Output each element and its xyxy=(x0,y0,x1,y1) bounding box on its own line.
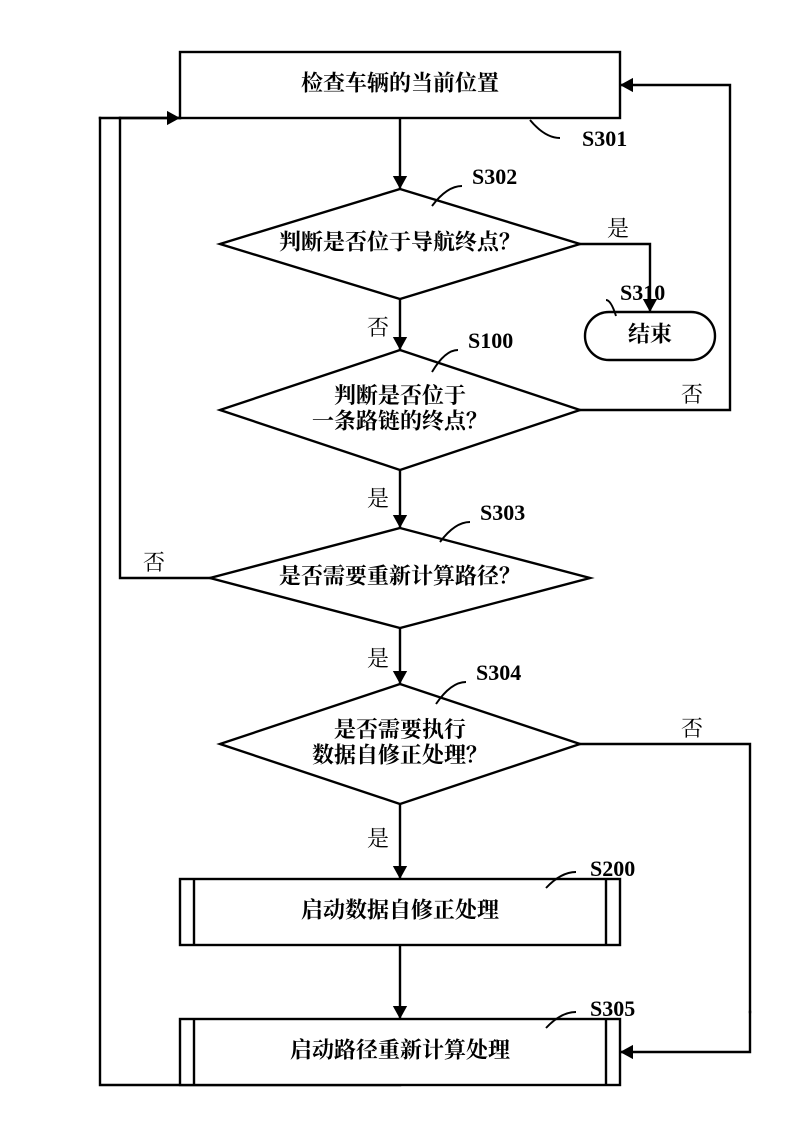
arrowhead xyxy=(620,1045,633,1059)
arrowhead xyxy=(620,78,633,92)
arrowhead xyxy=(393,337,407,350)
edge-label: 否 xyxy=(681,712,703,743)
step-id-s301: S301 xyxy=(582,126,627,151)
node-s310: 结束 xyxy=(585,312,715,360)
node-s305: 启动路径重新计算处理 xyxy=(180,1019,620,1085)
callout-line xyxy=(530,120,560,138)
node-s302: 判断是否位于导航终点？ xyxy=(220,189,580,299)
node-label: 是否需要重新计算路径？ xyxy=(279,560,521,591)
node-label: 启动路径重新计算处理 xyxy=(290,1034,510,1065)
step-id-s200: S200 xyxy=(590,856,635,881)
edge-label: 是 xyxy=(367,642,389,673)
node-label: 判断是否位于导航终点？ xyxy=(279,226,521,257)
step-id-s310: S310 xyxy=(620,280,665,305)
arrowhead xyxy=(393,515,407,528)
edge-label: 否 xyxy=(143,546,165,577)
node-label: 结束 xyxy=(628,318,672,349)
edge-label: 是 xyxy=(607,212,629,243)
arrowhead xyxy=(393,176,407,189)
edge-label: 是 xyxy=(367,822,389,853)
flow-edge xyxy=(120,118,210,578)
step-id-s305: S305 xyxy=(590,996,635,1021)
flow-edge xyxy=(620,1012,750,1052)
arrowhead xyxy=(393,671,407,684)
step-id-s302: S302 xyxy=(472,164,517,189)
node-s100: 判断是否位于一条路链的终点？ xyxy=(220,350,580,470)
arrowhead xyxy=(393,866,407,879)
edge-label: 否 xyxy=(367,311,389,342)
node-s200: 启动数据自修正处理 xyxy=(180,879,620,945)
node-label: 数据自修正处理？ xyxy=(312,738,488,769)
node-s303: 是否需要重新计算路径？ xyxy=(210,528,590,628)
step-id-s100: S100 xyxy=(468,328,513,353)
node-label: 启动数据自修正处理 xyxy=(301,894,499,925)
node-label: 一条路链的终点？ xyxy=(312,404,488,435)
edge-label: 是 xyxy=(367,482,389,513)
step-id-s303: S303 xyxy=(480,500,525,525)
arrowhead xyxy=(393,1006,407,1019)
step-id-s304: S304 xyxy=(476,660,521,685)
node-s304: 是否需要执行数据自修正处理？ xyxy=(220,684,580,804)
node-s301: 检查车辆的当前位置 xyxy=(180,52,620,118)
edge-label: 否 xyxy=(681,378,703,409)
node-label: 检查车辆的当前位置 xyxy=(301,67,499,98)
